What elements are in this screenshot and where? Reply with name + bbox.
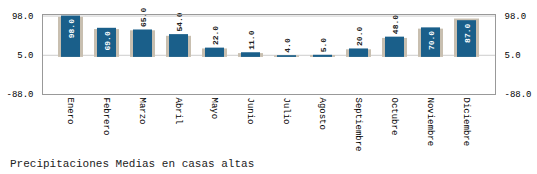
svg-text:Junio: Junio [245, 98, 255, 125]
svg-text:Septiembre: Septiembre [353, 98, 363, 152]
svg-text:Octubre: Octubre [389, 98, 399, 136]
svg-text:65.0: 65.0 [139, 8, 148, 27]
svg-text:70.0: 70.0 [427, 31, 436, 50]
svg-text:11.0: 11.0 [247, 30, 256, 49]
svg-text:69.0: 69.0 [103, 31, 112, 50]
svg-text:98.0: 98.0 [505, 12, 527, 22]
svg-text:87.0: 87.0 [463, 24, 472, 43]
svg-text:Marzo: Marzo [137, 98, 147, 125]
svg-text:22.0: 22.0 [211, 26, 220, 45]
svg-text:Diciembre: Diciembre [461, 98, 471, 147]
svg-text:20.0: 20.0 [355, 27, 364, 46]
svg-text:Abril: Abril [173, 98, 183, 125]
svg-text:Enero: Enero [65, 98, 75, 125]
svg-text:Febrero: Febrero [101, 98, 111, 136]
svg-text:98.0: 98.0 [12, 12, 34, 22]
svg-text:98.0: 98.0 [67, 19, 76, 38]
svg-text:Mayo: Mayo [209, 98, 219, 120]
svg-text:-88.0: -88.0 [6, 90, 33, 100]
svg-text:Agosto: Agosto [317, 98, 327, 130]
html-text:Precipitaciones Medias en casa: Precipitaciones Medias en casas altas [10, 158, 255, 170]
svg-text:5.0: 5.0 [505, 51, 521, 61]
svg-text:5.0: 5.0 [319, 38, 328, 53]
svg-text:48.0: 48.0 [391, 15, 400, 34]
svg-text:4.0: 4.0 [283, 38, 292, 53]
svg-text:54.0: 54.0 [175, 12, 184, 31]
svg-text:Julio: Julio [281, 98, 291, 125]
svg-text:-88.0: -88.0 [505, 90, 532, 100]
svg-text:Noviembre: Noviembre [425, 98, 435, 147]
svg-text:5.0: 5.0 [17, 51, 33, 61]
